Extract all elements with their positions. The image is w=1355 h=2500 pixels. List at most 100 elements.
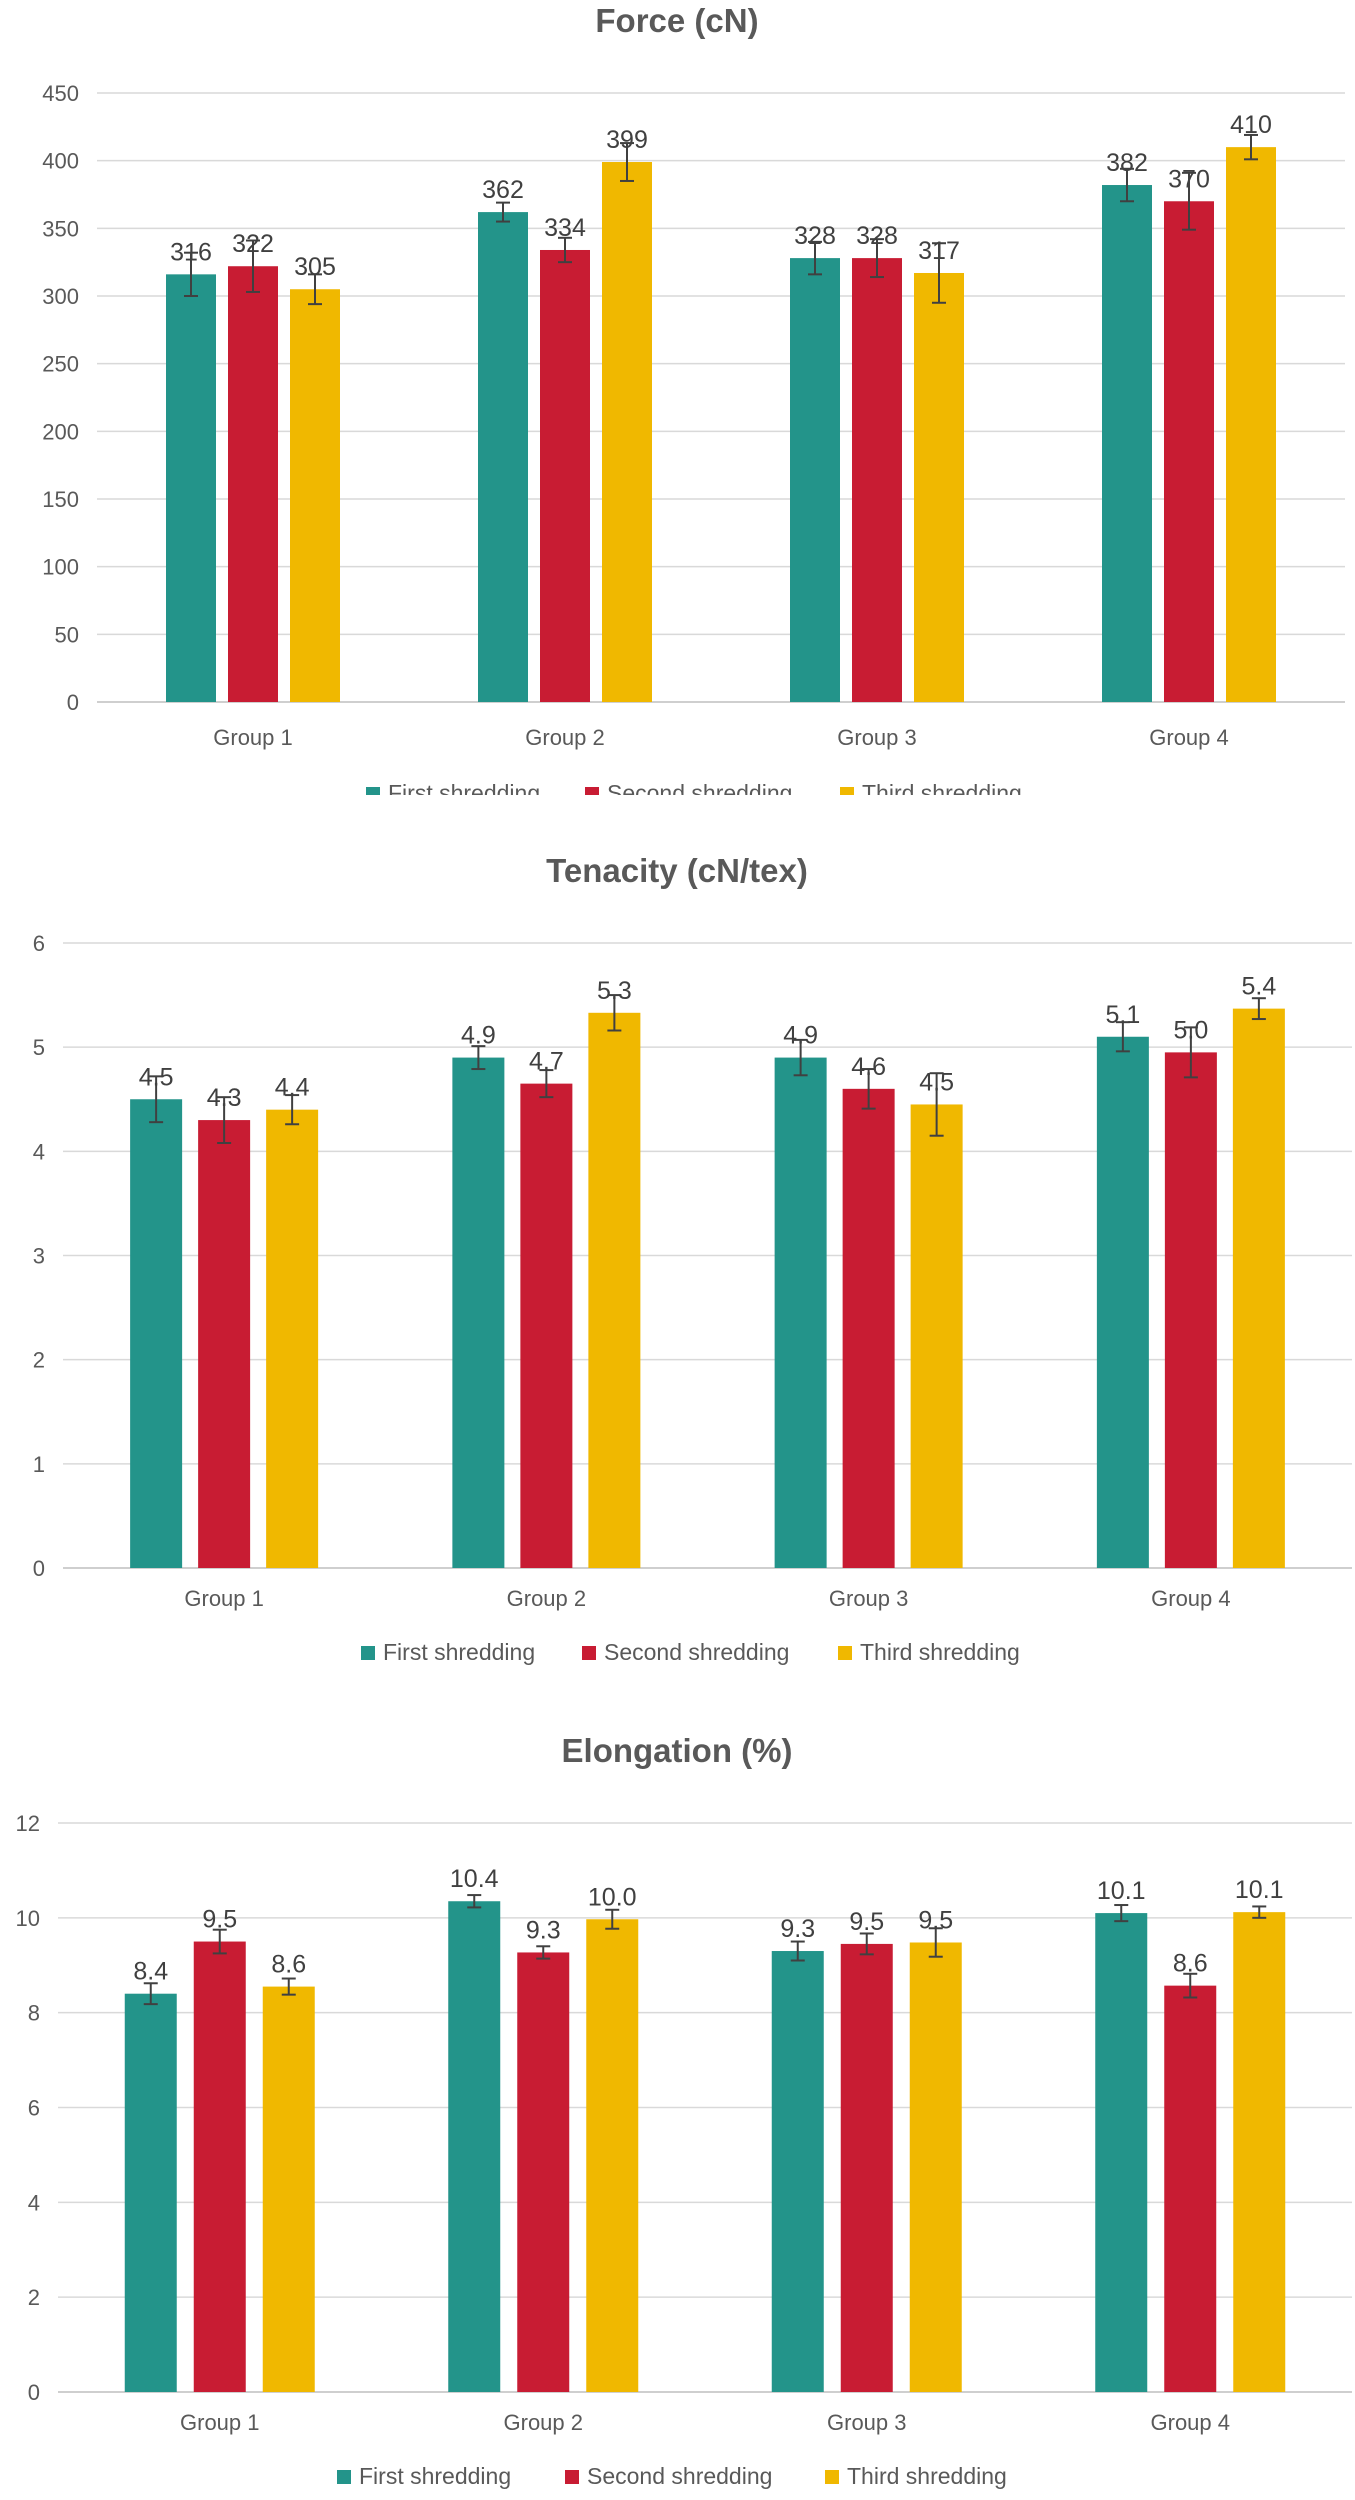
y-tick-label: 100 bbox=[42, 555, 79, 580]
bar-first-shredding bbox=[774, 1057, 827, 1568]
y-tick-label: 6 bbox=[33, 931, 45, 956]
bar-second-shredding bbox=[1164, 1985, 1217, 2392]
data-label: 370 bbox=[1168, 165, 1210, 193]
bar-first-shredding bbox=[1095, 1913, 1148, 2392]
data-label: 322 bbox=[232, 230, 274, 258]
y-tick-label: 12 bbox=[16, 1811, 40, 1836]
data-label: 9.3 bbox=[526, 1916, 561, 1944]
legend-swatch-third-shredding bbox=[840, 787, 854, 795]
x-tick-label: Group 2 bbox=[507, 1586, 587, 1611]
x-tick-label: Group 4 bbox=[1149, 725, 1229, 750]
legend-label-second-shredding: Second shredding bbox=[607, 780, 792, 795]
data-label: 8.6 bbox=[1173, 1950, 1208, 1978]
x-tick-label: Group 3 bbox=[827, 2410, 907, 2435]
bar-third-shredding bbox=[1226, 147, 1276, 703]
data-label: 8.6 bbox=[271, 1951, 306, 1979]
y-tick-label: 150 bbox=[42, 487, 79, 512]
x-tick-label: Group 4 bbox=[1151, 1586, 1231, 1611]
bar-third-shredding bbox=[602, 162, 652, 702]
y-tick-label: 6 bbox=[28, 2096, 40, 2121]
legend-label-third-shredding: Third shredding bbox=[862, 780, 1022, 795]
y-tick-label: 200 bbox=[42, 419, 79, 444]
y-tick-label: 50 bbox=[55, 622, 79, 647]
bar-third-shredding bbox=[1233, 1912, 1286, 2392]
y-tick-label: 8 bbox=[28, 2001, 40, 2026]
bar-first-shredding bbox=[771, 1951, 824, 2392]
bar-third-shredding bbox=[290, 289, 340, 702]
data-label: 9.5 bbox=[202, 1906, 237, 1934]
bar-second-shredding bbox=[842, 1088, 895, 1568]
bar-first-shredding bbox=[166, 274, 216, 702]
data-label: 305 bbox=[294, 253, 336, 281]
legend-swatch-third-shredding bbox=[838, 1646, 852, 1660]
y-tick-label: 2 bbox=[28, 2285, 40, 2310]
data-label: 5.1 bbox=[1105, 1001, 1140, 1029]
data-label: 10.1 bbox=[1097, 1877, 1146, 1905]
bar-first-shredding bbox=[790, 258, 840, 702]
bar-second-shredding bbox=[1164, 1052, 1217, 1568]
y-tick-label: 2 bbox=[33, 1348, 45, 1373]
bar-second-shredding bbox=[852, 258, 902, 702]
data-label: 382 bbox=[1106, 149, 1148, 177]
y-tick-label: 0 bbox=[28, 2380, 40, 2405]
bar-third-shredding bbox=[1232, 1008, 1285, 1568]
legend-swatch-second-shredding bbox=[582, 1646, 596, 1660]
y-tick-label: 4 bbox=[33, 1139, 45, 1164]
bar-third-shredding bbox=[266, 1109, 319, 1568]
data-label: 9.5 bbox=[918, 1906, 953, 1934]
data-label: 4.5 bbox=[139, 1063, 174, 1091]
data-label: 9.5 bbox=[849, 1908, 884, 1936]
legend-swatch-second-shredding bbox=[585, 787, 599, 795]
bar-second-shredding bbox=[1164, 201, 1214, 702]
legend-label-third-shredding: Third shredding bbox=[860, 1639, 1020, 1665]
data-label: 4.5 bbox=[919, 1068, 954, 1096]
force-chart: Force (cN) 0 50 100 150 200 250 300 350 400 450 Gro… bbox=[42, 2, 1345, 795]
bar-second-shredding bbox=[840, 1943, 893, 2392]
x-tick-label: Group 1 bbox=[184, 1586, 264, 1611]
y-tick-label: 5 bbox=[33, 1035, 45, 1060]
data-label: 4.9 bbox=[783, 1022, 818, 1050]
data-label: 328 bbox=[856, 222, 898, 250]
bar-third-shredding bbox=[588, 1012, 641, 1568]
data-label: 410 bbox=[1230, 111, 1272, 139]
legend-swatch-first-shredding bbox=[337, 2470, 351, 2484]
data-label: 4.4 bbox=[275, 1074, 310, 1102]
bar-first-shredding bbox=[1102, 185, 1152, 702]
y-tick-label: 250 bbox=[42, 352, 79, 377]
data-label: 4.9 bbox=[461, 1022, 496, 1050]
y-tick-label: 300 bbox=[42, 284, 79, 309]
x-tick-label: Group 3 bbox=[837, 725, 917, 750]
data-label: 328 bbox=[794, 222, 836, 250]
data-label: 5.4 bbox=[1241, 973, 1276, 1001]
legend-swatch-second-shredding bbox=[565, 2470, 579, 2484]
y-tick-label: 1 bbox=[33, 1452, 45, 1477]
bar-second-shredding bbox=[517, 1952, 570, 2392]
chart-title: Elongation (%) bbox=[562, 1732, 793, 1769]
data-label: 8.4 bbox=[133, 1958, 168, 1986]
x-tick-label: Group 3 bbox=[829, 1586, 909, 1611]
x-tick-label: Group 1 bbox=[213, 725, 293, 750]
legend-label-first-shredding: First shredding bbox=[388, 780, 540, 795]
x-tick-label: Group 4 bbox=[1151, 2410, 1231, 2435]
bar-second-shredding bbox=[540, 249, 590, 702]
y-tick-label: 3 bbox=[33, 1244, 45, 1269]
bar-first-shredding bbox=[478, 212, 528, 703]
bar-third-shredding bbox=[262, 1986, 315, 2392]
bar-second-shredding bbox=[228, 266, 278, 702]
y-tick-label: 400 bbox=[42, 149, 79, 174]
elongation-chart: Elongation (%) 0 2 4 6 8 10 12 Group 1 8.4 9.5 8.6 G… bbox=[16, 1732, 1352, 2489]
data-label: 399 bbox=[606, 126, 648, 154]
data-label: 362 bbox=[482, 176, 524, 204]
chart-title: Force (cN) bbox=[595, 2, 758, 39]
y-tick-label: 0 bbox=[33, 1556, 45, 1581]
bar-second-shredding bbox=[198, 1120, 251, 1568]
data-label: 4.3 bbox=[207, 1084, 242, 1112]
bar-second-shredding bbox=[520, 1083, 573, 1568]
legend-swatch-third-shredding bbox=[825, 2470, 839, 2484]
y-tick-label: 0 bbox=[67, 690, 79, 715]
x-tick-label: Group 1 bbox=[180, 2410, 260, 2435]
y-tick-label: 10 bbox=[16, 1906, 40, 1931]
bar-third-shredding bbox=[586, 1919, 639, 2392]
y-tick-label: 450 bbox=[42, 81, 79, 106]
